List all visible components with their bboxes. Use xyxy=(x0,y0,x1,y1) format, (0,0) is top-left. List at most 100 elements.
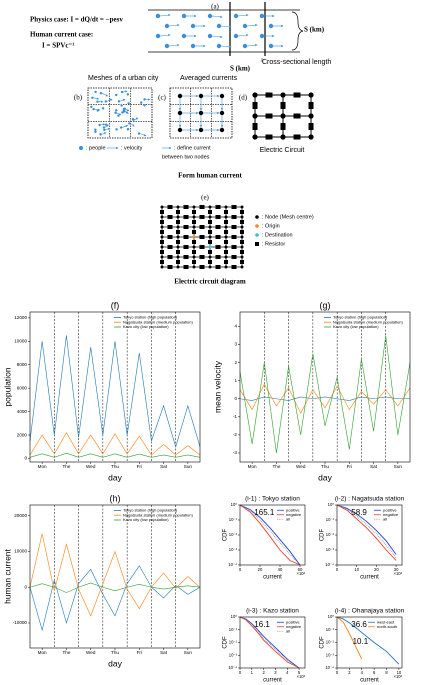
x-tick-label: 5 xyxy=(298,670,301,675)
diagram-line xyxy=(106,98,113,102)
diagram-line xyxy=(237,13,249,17)
mesh-box xyxy=(169,87,233,139)
diagram-dot xyxy=(126,93,130,96)
diagram-line xyxy=(211,35,223,39)
y-axis-label: CDF xyxy=(223,636,229,649)
y-tick-label: 8000 xyxy=(17,362,28,367)
x-tick-label: Wed xyxy=(296,464,306,469)
resistor xyxy=(160,230,164,234)
diagram-dot xyxy=(219,93,225,99)
x-tick-label: Wed xyxy=(86,650,96,655)
plot-frame xyxy=(239,616,306,669)
diagram-dot xyxy=(240,245,244,249)
series-line xyxy=(29,582,201,593)
y-tick-label: 2 xyxy=(234,360,237,365)
diagram-dot xyxy=(115,93,118,97)
series-line xyxy=(239,396,410,401)
y-tick-label: 10⁻³ xyxy=(326,652,335,657)
diagram-dot xyxy=(79,146,83,150)
diagram-dot xyxy=(198,127,204,133)
y-tick-label: -1 xyxy=(233,414,238,419)
diagram-dot xyxy=(208,245,212,249)
diagram-dot xyxy=(176,215,180,219)
resistor xyxy=(252,102,258,109)
y-tick-label: 0 xyxy=(234,396,237,401)
resistor xyxy=(192,230,196,234)
resistor xyxy=(308,123,314,130)
y-axis-label: population xyxy=(2,367,12,407)
diagram-dot xyxy=(259,13,265,19)
diagram-text: between two nodes xyxy=(162,154,210,160)
diagram-dot xyxy=(216,43,222,49)
y-tick-label: 10⁻¹ xyxy=(229,627,238,632)
diagram-dot xyxy=(208,235,212,239)
diagram-dot xyxy=(164,23,170,29)
y-axis-label: human current xyxy=(2,548,12,603)
diagram-dot xyxy=(94,128,97,131)
y-tick-label: 12000 xyxy=(14,315,27,320)
y-axis-label: mean velocity xyxy=(212,360,222,413)
resistor xyxy=(308,102,314,109)
diagram-dot xyxy=(104,100,107,103)
resistor xyxy=(176,250,180,254)
x-tick-label: Mon xyxy=(248,464,257,469)
diagram-dot xyxy=(126,128,130,131)
x-axis-label: day xyxy=(108,658,122,668)
diagram-dot xyxy=(176,205,180,209)
x-tick-label: Mon xyxy=(38,650,47,655)
resistor xyxy=(255,242,259,246)
diagram-dot xyxy=(240,215,244,219)
resistor xyxy=(167,245,173,249)
y-tick-label: 10000 xyxy=(14,549,27,554)
resistor xyxy=(183,265,189,269)
resistor xyxy=(176,260,180,264)
y-tick-label: 10⁰ xyxy=(231,502,238,507)
y-tick-label: 4000 xyxy=(17,409,28,414)
diagram-dot xyxy=(240,235,244,239)
y-tick-label: -10000 xyxy=(13,620,28,625)
resistor xyxy=(192,260,196,264)
resistor xyxy=(240,210,244,214)
y-tick-label: 2000 xyxy=(17,432,28,437)
annotation: 58.9 xyxy=(351,508,367,517)
series-line xyxy=(29,452,201,458)
resistor xyxy=(231,235,237,239)
diagram-dot xyxy=(160,225,164,229)
resistor xyxy=(215,205,221,209)
y-tick-label: 10⁻⁴ xyxy=(228,562,237,567)
resistor xyxy=(231,225,237,229)
diagram-dot xyxy=(255,224,259,228)
diagram-dot xyxy=(224,215,228,219)
diagram-dot xyxy=(224,235,228,239)
diagram-dot xyxy=(190,23,196,29)
y-tick-label: 6000 xyxy=(17,385,28,390)
plot-frame xyxy=(29,504,201,649)
x-tick-label: 2 xyxy=(262,670,265,675)
y-axis-label: CDF xyxy=(320,529,326,542)
diagram-dot xyxy=(268,23,274,29)
diagram-dot xyxy=(143,104,146,107)
diagram-dot xyxy=(255,215,259,219)
resistor xyxy=(192,220,196,224)
resistor xyxy=(240,240,244,244)
diagram-dot xyxy=(192,225,196,229)
chart-title: (i-4) : Ohanajaya station xyxy=(335,608,405,615)
diagram-dot xyxy=(102,126,106,129)
diagram-text: : Resistor xyxy=(262,241,285,247)
legend-label: negative xyxy=(383,512,399,517)
x-tick-label: Sun xyxy=(184,650,193,655)
diagram-dot xyxy=(137,132,141,135)
diagram-text: Meshes of a urban city xyxy=(88,75,159,82)
resistor xyxy=(199,265,205,269)
resistor xyxy=(183,225,189,229)
diagram-dot xyxy=(207,33,213,39)
diagram-dot xyxy=(252,134,258,140)
diagram-dot xyxy=(224,225,228,229)
diagram-dot xyxy=(259,33,265,39)
diagram-text: : Origin xyxy=(262,223,280,229)
resistor xyxy=(208,240,212,244)
x-tick-label: The xyxy=(272,464,280,469)
x-tick-label: Sat xyxy=(160,464,168,469)
resistor xyxy=(240,230,244,234)
diagram-line xyxy=(116,112,122,116)
